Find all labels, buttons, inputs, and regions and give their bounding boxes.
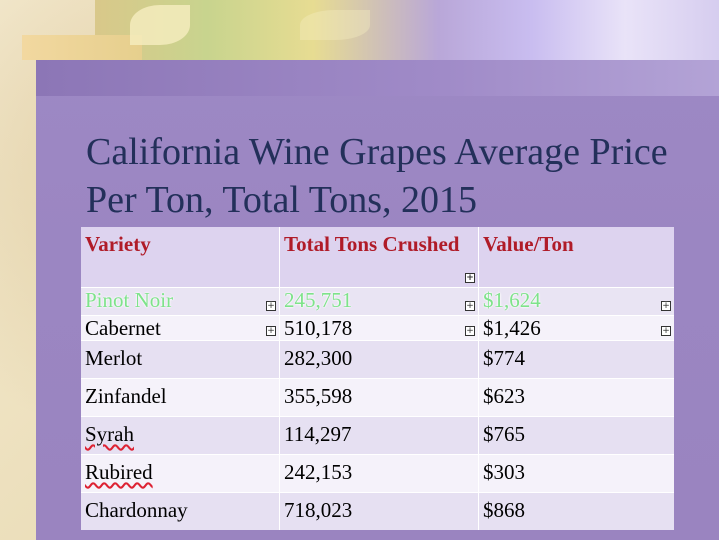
table-cell[interactable]: Zinfandel: [81, 378, 280, 417]
table-cell[interactable]: Rubired: [81, 454, 280, 493]
table-cell[interactable]: $1,624 +: [478, 287, 674, 316]
slide-title[interactable]: California Wine Grapes Average Price Per…: [86, 131, 668, 221]
table-cell[interactable]: Cabernet +: [81, 315, 280, 341]
wine-grapes-table[interactable]: Variety Total Tons Crushed + Value/Ton Pi…: [81, 227, 674, 530]
table-cell[interactable]: $303: [478, 454, 674, 493]
cell-plus-icon[interactable]: +: [465, 301, 475, 311]
cell-plus-icon[interactable]: +: [661, 326, 671, 336]
table-cell[interactable]: 510,178 +: [279, 315, 479, 341]
table-cell[interactable]: 242,153: [279, 454, 479, 493]
table-row: Syrah 114,297 $765: [81, 416, 674, 455]
header-total-tons[interactable]: Total Tons Crushed +: [279, 227, 479, 288]
header-value-per-ton[interactable]: Value/Ton: [478, 227, 674, 288]
cell-plus-icon[interactable]: +: [465, 326, 475, 336]
leaf-decoration: [300, 10, 370, 40]
table-cell[interactable]: 245,751 +: [279, 287, 479, 316]
cell-plus-icon[interactable]: +: [465, 273, 475, 283]
table-cell[interactable]: $623: [478, 378, 674, 417]
table-row: Pinot Noir + 245,751 + $1,624 +: [81, 287, 674, 316]
table-cell[interactable]: Pinot Noir +: [81, 287, 280, 316]
cell-plus-icon[interactable]: +: [266, 301, 276, 311]
table-cell[interactable]: Chardonnay: [81, 492, 280, 530]
table-cell[interactable]: 282,300: [279, 340, 479, 379]
table-cell[interactable]: 718,023: [279, 492, 479, 530]
table-cell[interactable]: 355,598: [279, 378, 479, 417]
cell-plus-icon[interactable]: +: [661, 301, 671, 311]
table-header-row: Variety Total Tons Crushed + Value/Ton: [81, 227, 674, 288]
decorative-banner-strip: [22, 35, 142, 60]
table-cell[interactable]: $765: [478, 416, 674, 455]
slide-top-band: [36, 60, 719, 96]
cell-plus-icon[interactable]: +: [266, 326, 276, 336]
table-cell[interactable]: $868: [478, 492, 674, 530]
table-cell[interactable]: Syrah: [81, 416, 280, 455]
table-row: Zinfandel 355,598 $623: [81, 378, 674, 417]
leaf-decoration: [130, 5, 190, 45]
table-row: Rubired 242,153 $303: [81, 454, 674, 493]
table-row: Merlot 282,300 $774: [81, 340, 674, 379]
decorative-banner-image: [95, 0, 719, 62]
table-cell[interactable]: $1,426 +: [478, 315, 674, 341]
table-cell[interactable]: Merlot: [81, 340, 280, 379]
table-row: Chardonnay 718,023 $868: [81, 492, 674, 530]
table-cell[interactable]: $774: [478, 340, 674, 379]
header-variety[interactable]: Variety: [81, 227, 280, 288]
table-row: Cabernet + 510,178 + $1,426 +: [81, 315, 674, 341]
table-cell[interactable]: 114,297: [279, 416, 479, 455]
